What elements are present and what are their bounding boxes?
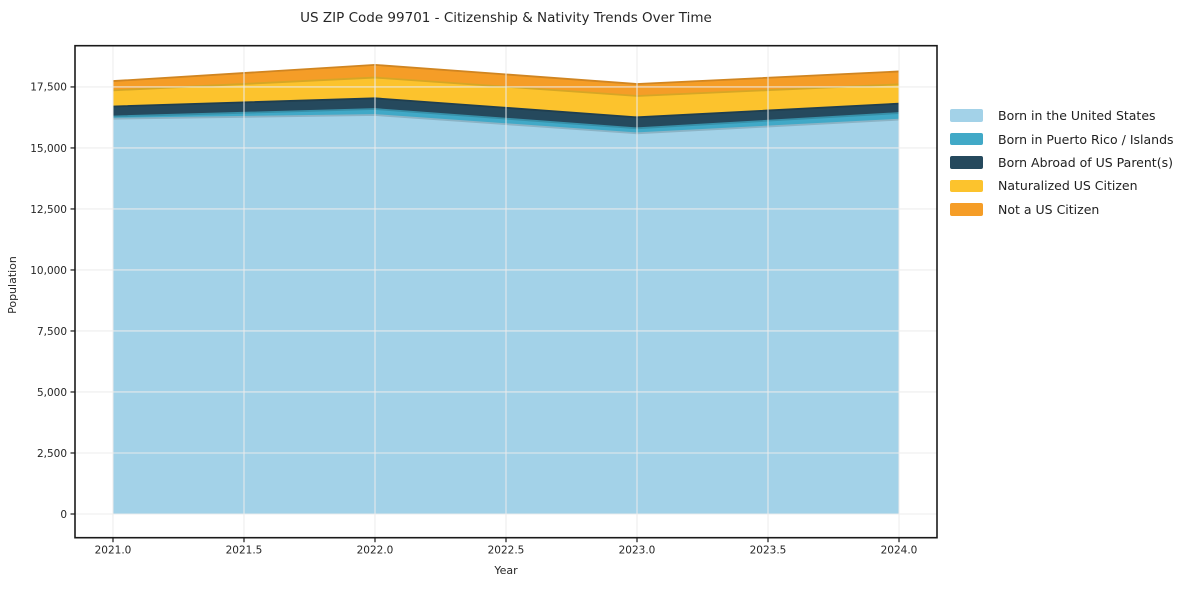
legend-item: Born in Puerto Rico / Islands [950,127,1174,150]
y-tick-label: 7,500 [37,326,67,338]
legend-label: Naturalized US Citizen [998,178,1138,194]
legend-swatch [950,132,983,146]
legend-label: Not a US Citizen [998,201,1100,217]
legend-label: Born Abroad of US Parent(s) [998,154,1173,170]
x-tick-label: 2023.5 [750,545,787,557]
y-tick-label: 15,000 [30,143,67,155]
y-axis-label: Population [6,256,19,314]
x-tick-label: 2021.0 [95,545,132,557]
legend-item: Naturalized US Citizen [950,174,1174,197]
y-tick-label: 12,500 [30,204,67,216]
x-tick-label: 2022.5 [488,545,525,557]
legend-swatch [950,109,983,122]
legend-swatch [950,203,983,216]
legend-item: Born in the United States [950,104,1174,127]
y-tick-label: 2,500 [37,448,67,460]
x-axis-label: Year [494,564,518,577]
legend: Born in the United States Born in Puerto … [950,104,1174,221]
x-tick-label: 2021.5 [226,545,263,557]
legend-label: Born in Puerto Rico / Islands [998,131,1174,147]
y-tick-label: 5,000 [37,387,67,399]
x-tick-label: 2023.0 [619,545,656,557]
x-tick-label: 2022.0 [357,545,394,557]
legend-swatch [950,156,983,169]
x-tick-label: 2024.0 [881,545,918,557]
y-tick-label: 10,000 [30,265,67,277]
legend-item: Born Abroad of US Parent(s) [950,151,1174,174]
y-tick-label: 17,500 [30,82,67,94]
y-tick-label: 0 [60,509,67,521]
legend-item: Not a US Citizen [950,198,1174,221]
chart-title: US ZIP Code 99701 - Citizenship & Nativi… [300,10,712,26]
legend-label: Born in the United States [998,108,1156,124]
legend-swatch [950,179,983,193]
